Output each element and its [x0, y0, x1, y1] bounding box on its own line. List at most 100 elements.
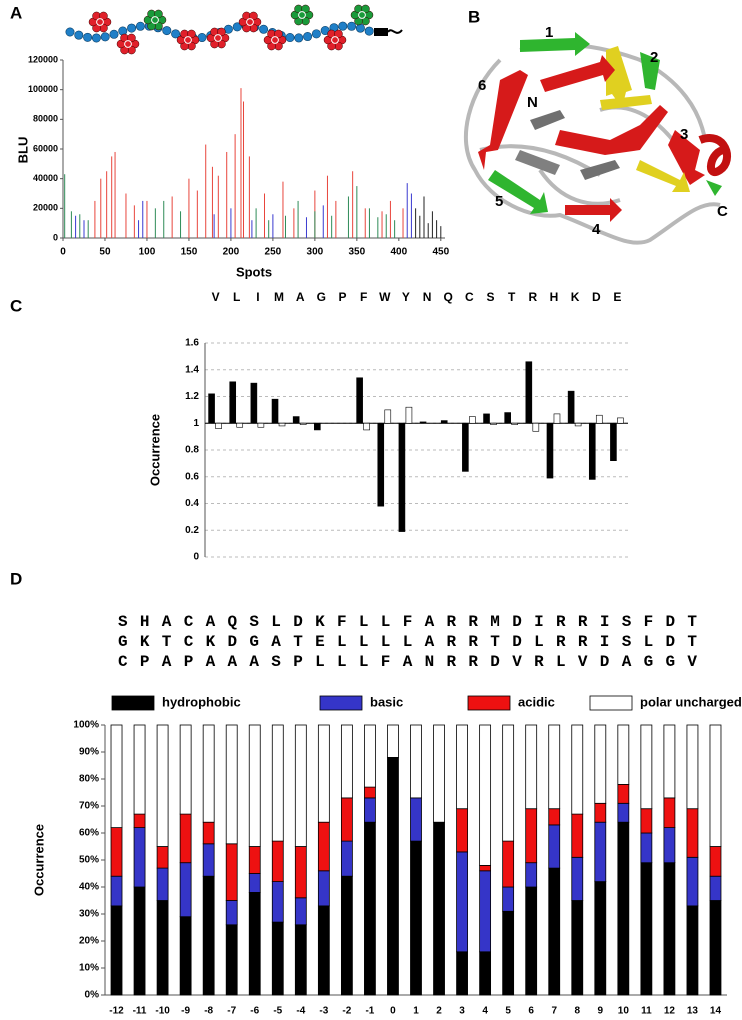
- x-tick-label: 8: [574, 1006, 580, 1017]
- glycan-unit: [338, 21, 348, 31]
- bar: [617, 417, 624, 424]
- bar-segment: [202, 843, 215, 877]
- y-tick-label: 80000: [33, 114, 58, 124]
- bar: [229, 381, 237, 424]
- glycan-unit: [298, 11, 306, 19]
- bar: [250, 382, 258, 424]
- anchor: [374, 28, 388, 36]
- y-tick-label: 40%: [79, 882, 99, 893]
- category-label: H: [550, 290, 559, 304]
- bar-segment: [686, 905, 699, 996]
- bar-segment: [663, 797, 676, 829]
- y-tick-label: 120000: [28, 54, 58, 64]
- bar-segment: [640, 724, 653, 810]
- bar: [271, 398, 279, 424]
- x-tick-label: 5: [505, 1006, 511, 1017]
- glycan-unit: [311, 29, 321, 39]
- bar-segment: [663, 724, 676, 799]
- y-tick-label: 0.2: [185, 525, 199, 536]
- bar-segment: [456, 851, 468, 953]
- category-label: C: [465, 290, 474, 304]
- bar: [419, 421, 427, 424]
- glycan-unit: [347, 21, 357, 31]
- y-tick-label: 0.6: [185, 471, 199, 482]
- anchor-tail: [387, 29, 403, 34]
- bar-segment: [617, 821, 630, 996]
- bar-segment: [640, 832, 653, 864]
- glycan-unit: [74, 30, 84, 40]
- glycan-unit: [214, 34, 222, 42]
- bar-segment: [617, 724, 630, 785]
- category-label: N: [423, 290, 432, 304]
- y-tick-label: 90%: [79, 747, 99, 758]
- legend-swatch: [467, 695, 511, 711]
- bar-segment: [663, 862, 676, 996]
- bar: [236, 422, 244, 428]
- legend-label: acidic: [518, 694, 555, 709]
- x-tick-label: -3: [319, 1006, 328, 1017]
- bar: [405, 406, 413, 424]
- glycan-unit: [232, 22, 242, 32]
- bar-segment: [410, 840, 422, 996]
- glycan-unit: [151, 16, 159, 24]
- category-label: T: [508, 290, 516, 304]
- bar-segment: [525, 886, 538, 996]
- category-label: W: [379, 290, 391, 304]
- x-tick-label: 10: [618, 1006, 630, 1017]
- y-tick-label: 70%: [79, 801, 99, 812]
- x-tick-label: -8: [204, 1006, 213, 1017]
- bar-segment: [709, 875, 722, 901]
- bar-segment: [410, 724, 422, 799]
- bar-segment: [294, 924, 307, 996]
- glycan-unit: [65, 27, 75, 37]
- x-tick-label: 3: [459, 1006, 465, 1017]
- glycan-unit: [334, 29, 343, 39]
- glycan-unit: [99, 11, 108, 21]
- x-tick-label: 50: [99, 247, 111, 258]
- bar-segment: [271, 840, 284, 882]
- bar-segment: [686, 856, 699, 907]
- bar-segment: [225, 724, 238, 845]
- legend-label: hydrophobic: [162, 694, 241, 709]
- bar-segment: [594, 724, 607, 804]
- bar: [257, 422, 265, 428]
- glycan-unit: [127, 23, 137, 33]
- bar: [363, 422, 370, 431]
- bar-segment: [364, 724, 376, 788]
- bar-segment: [548, 867, 561, 996]
- glycan-unit: [135, 21, 145, 31]
- glycan-unit: [259, 24, 269, 34]
- panel-label: B: [468, 7, 480, 26]
- bar-segment: [202, 875, 215, 996]
- bar: [469, 416, 476, 424]
- x-tick-label: 1: [413, 1006, 419, 1017]
- sequence-segment: CPAPAA: [118, 653, 249, 671]
- y-tick-label: 1.4: [185, 364, 199, 375]
- glycan-unit: [271, 36, 279, 44]
- bar-segment: [502, 840, 515, 888]
- category-label: Q: [444, 290, 453, 304]
- bar: [490, 422, 497, 425]
- bar: [398, 422, 406, 532]
- category-label: R: [528, 290, 537, 304]
- bar: [610, 422, 617, 462]
- structure-label: 2: [650, 49, 658, 66]
- bar-segment: [225, 843, 238, 901]
- y-tick-label: 80%: [79, 774, 99, 785]
- x-tick-label: 400: [390, 247, 407, 258]
- bar-segment: [133, 827, 146, 888]
- bar: [553, 413, 561, 424]
- bar: [511, 422, 518, 425]
- x-tick-label: 2: [436, 1006, 442, 1017]
- x-tick-label: 100: [139, 247, 156, 258]
- bar-segment: [387, 724, 399, 758]
- x-tick-label: -2: [342, 1006, 351, 1017]
- bar-segment: [202, 724, 215, 823]
- x-tick-label: -10: [155, 1006, 170, 1017]
- x-tick-label: 9: [598, 1006, 604, 1017]
- sequence-segment: LDKFLLFARRMDIRRI: [271, 613, 621, 631]
- x-axis-label: Spots: [236, 264, 272, 279]
- y-tick-label: 1.6: [185, 338, 199, 349]
- glycan-unit: [100, 32, 110, 42]
- y-axis-label: BLU: [15, 137, 30, 164]
